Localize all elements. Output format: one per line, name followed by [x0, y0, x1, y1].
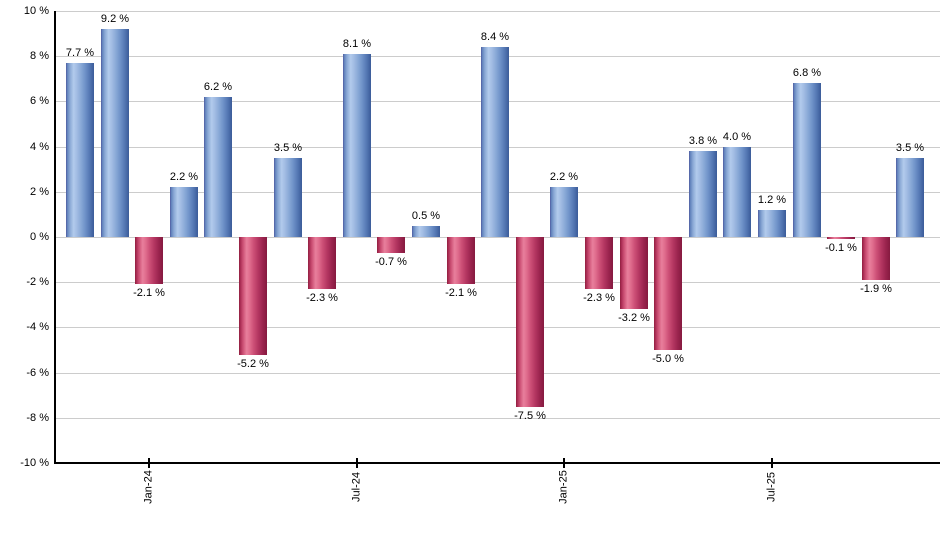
- bar-value-label: -2.3 %: [583, 292, 615, 304]
- bar-value-label: 3.5 %: [273, 142, 303, 154]
- bar-value-label: 2.2 %: [169, 171, 199, 183]
- bar-Jun-24[interactable]: [308, 237, 336, 289]
- bar-value-label: 3.8 %: [688, 135, 718, 147]
- bar-May-25[interactable]: [689, 151, 717, 237]
- x-axis-tick-label: Jan-24: [142, 470, 155, 504]
- bar-value-label: -5.2 %: [237, 358, 269, 370]
- bar-value-label: 8.1 %: [342, 38, 372, 50]
- bar-Oct-24[interactable]: [447, 237, 475, 284]
- x-axis-tick-label: Jul-25: [765, 472, 778, 502]
- bar-value-label: -5.0 %: [652, 353, 684, 365]
- bar-Feb-24[interactable]: [170, 187, 198, 237]
- bar-Jul-24[interactable]: [343, 54, 371, 237]
- bar-Jan-25[interactable]: [550, 187, 578, 237]
- x-axis-tick-label: Jul-24: [350, 472, 363, 502]
- bar-value-label: -2.3 %: [306, 292, 338, 304]
- bar-value-label: 7.7 %: [65, 47, 95, 59]
- y-axis-tick-label: 6 %: [30, 95, 49, 107]
- x-axis-tick: [563, 458, 565, 468]
- bar-value-label: -3.2 %: [618, 312, 650, 324]
- bar-value-label: -1.9 %: [860, 283, 892, 295]
- bar-Dec-23[interactable]: [101, 29, 129, 237]
- y-axis-tick-label: -2 %: [26, 276, 49, 288]
- x-axis-tick: [148, 458, 150, 468]
- bar-value-label: 9.2 %: [100, 13, 130, 25]
- y-axis-tick-label: 0 %: [30, 231, 49, 243]
- x-axis-tick-label: Jan-25: [557, 470, 570, 504]
- bar-Aug-25[interactable]: [793, 83, 821, 237]
- bar-value-label: -2.1 %: [133, 287, 165, 299]
- y-axis-tick-label: 2 %: [30, 186, 49, 198]
- bar-value-label: -2.1 %: [445, 287, 477, 299]
- bar-value-label: -7.5 %: [514, 410, 546, 422]
- bar-Aug-24[interactable]: [377, 237, 405, 253]
- bar-value-label: -0.7 %: [375, 256, 407, 268]
- gridline: [56, 327, 940, 328]
- bar-Mar-24[interactable]: [204, 97, 232, 237]
- gridline: [56, 418, 940, 419]
- y-axis-tick-label: -8 %: [26, 412, 49, 424]
- bar-value-label: 6.8 %: [792, 67, 822, 79]
- y-axis-tick-label: -6 %: [26, 367, 49, 379]
- bar-Nov-25[interactable]: [896, 158, 924, 237]
- bar-Sep-24[interactable]: [412, 226, 440, 237]
- bar-Jul-25[interactable]: [758, 210, 786, 237]
- bar-value-label: -0.1 %: [825, 242, 857, 254]
- bar-Dec-24[interactable]: [516, 237, 544, 407]
- bar-value-label: 4.0 %: [722, 131, 752, 143]
- bar-value-label: 3.5 %: [895, 142, 925, 154]
- bar-Nov-23[interactable]: [66, 63, 94, 237]
- bar-Feb-25[interactable]: [585, 237, 613, 289]
- x-axis-tick: [771, 458, 773, 468]
- bar-value-label: 1.2 %: [757, 194, 787, 206]
- bar-Oct-25[interactable]: [862, 237, 890, 280]
- gridline: [56, 237, 940, 238]
- bar-Nov-24[interactable]: [481, 47, 509, 237]
- bar-value-label: 8.4 %: [480, 31, 510, 43]
- bar-Jun-25[interactable]: [723, 147, 751, 237]
- y-axis-tick-label: 10 %: [23, 5, 49, 17]
- bar-Mar-25[interactable]: [620, 237, 648, 309]
- bar-value-label: 6.2 %: [203, 81, 233, 93]
- bar-Apr-24[interactable]: [239, 237, 267, 355]
- x-axis-line: [54, 462, 940, 464]
- y-axis-tick-label: 8 %: [30, 50, 49, 62]
- bar-value-label: 0.5 %: [411, 210, 441, 222]
- y-axis-tick-label: 4 %: [30, 141, 49, 153]
- gridline: [56, 11, 940, 12]
- bar-value-label: 2.2 %: [549, 171, 579, 183]
- bar-Sep-25[interactable]: [827, 237, 855, 239]
- y-axis-tick-label: -4 %: [26, 321, 49, 333]
- gridline: [56, 282, 940, 283]
- y-axis-tick-label: -10 %: [20, 457, 49, 469]
- bar-Apr-25[interactable]: [654, 237, 682, 350]
- bar-May-24[interactable]: [274, 158, 302, 237]
- x-axis-tick: [356, 458, 358, 468]
- bar-Jan-24[interactable]: [135, 237, 163, 284]
- gridline: [56, 373, 940, 374]
- y-axis-line: [54, 11, 56, 464]
